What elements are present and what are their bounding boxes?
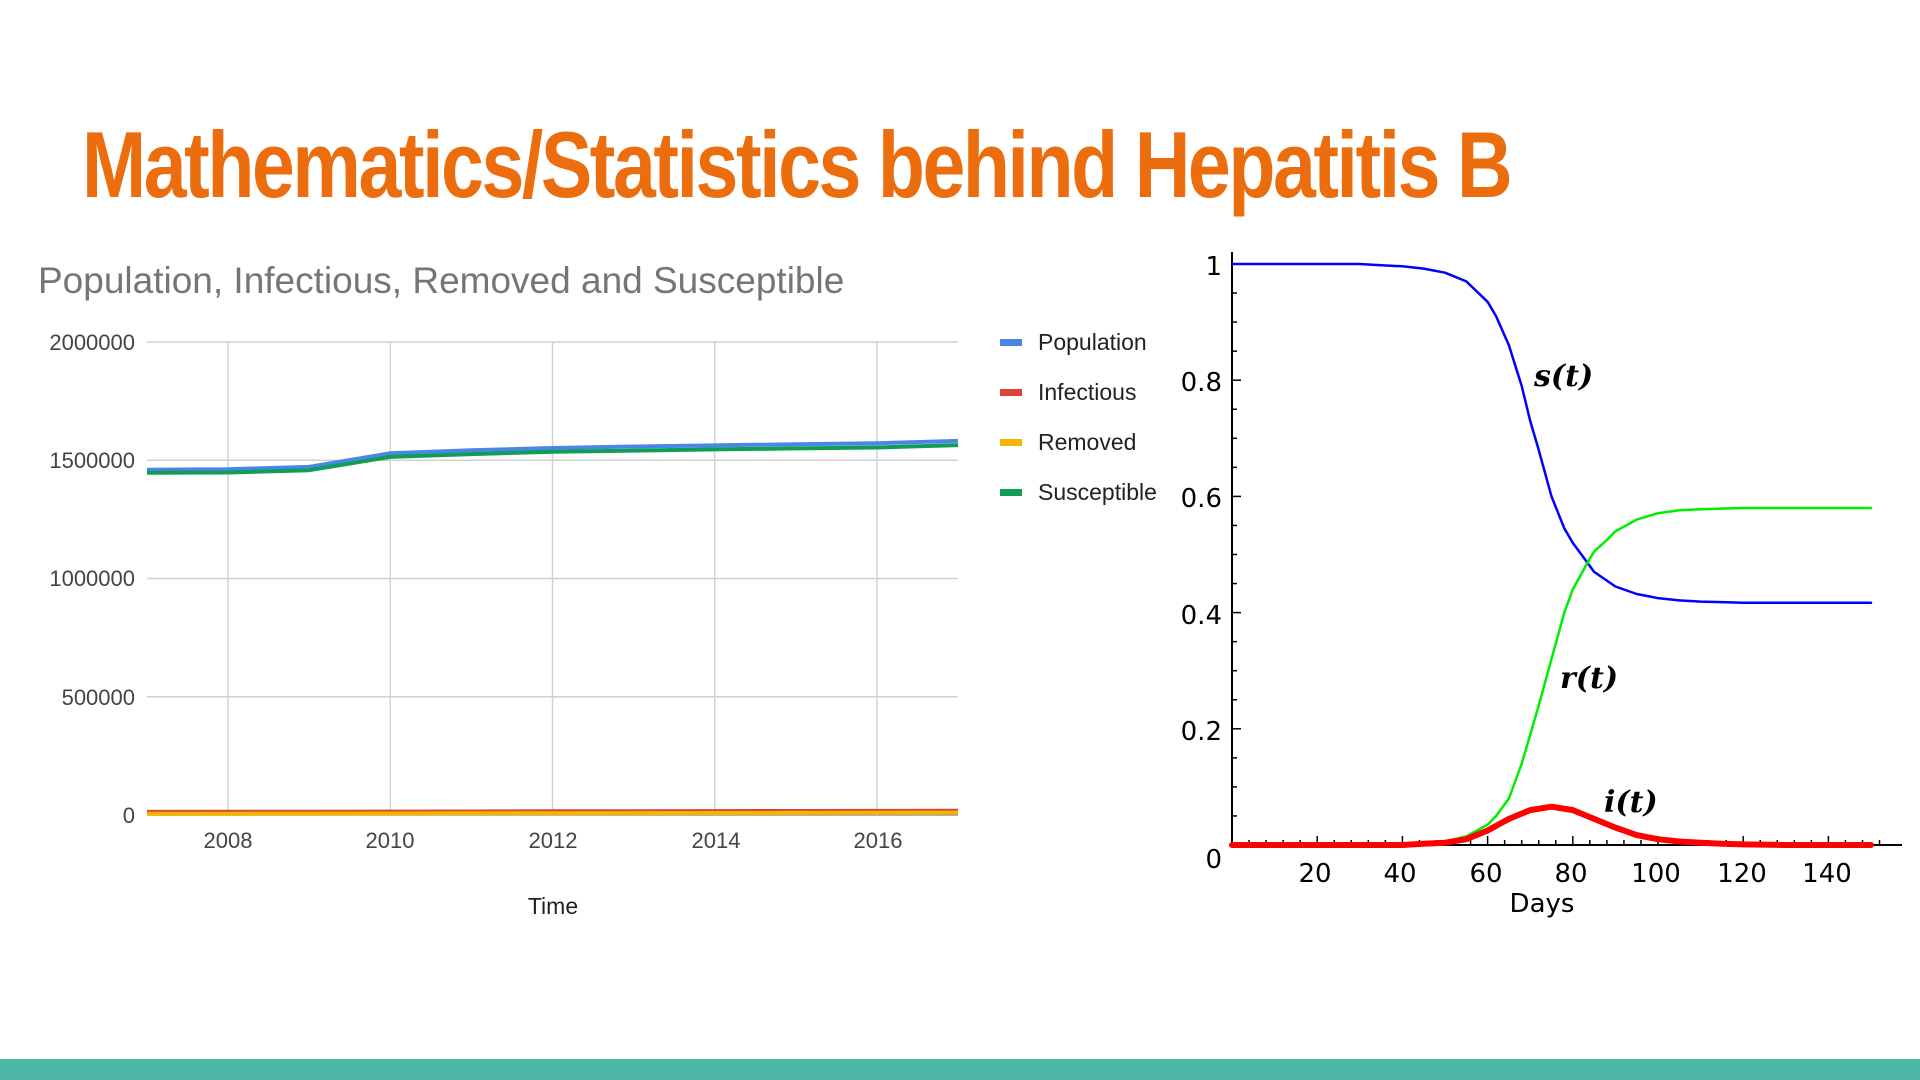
chart2-curve-labels: s(t) r(t) i(t)	[1533, 359, 1658, 820]
chart1-legend: Population Infectious Removed Susceptibl…	[1000, 329, 1157, 505]
slide-title: Mathematics/Statistics behind Hepatitis …	[82, 112, 1513, 217]
series-line-i-t	[1229, 803, 1874, 848]
chart1-xtick-label: 2010	[366, 828, 415, 853]
curve-label-s: s(t)	[1533, 359, 1593, 394]
chart2-series-lines	[1229, 262, 1874, 848]
chart1-ytick-label: 1500000	[49, 448, 135, 473]
series-line-population	[146, 438, 959, 472]
chart1-xtick-label: 2008	[204, 828, 253, 853]
chart2-xtick-label: 120	[1717, 859, 1767, 889]
legend-label-infectious: Infectious	[1038, 379, 1136, 405]
chart1-xtick-label: 2014	[692, 828, 741, 853]
legend-label-susceptible: Susceptible	[1038, 479, 1157, 505]
chart2-xtick-label: 80	[1554, 859, 1587, 889]
chart2-xtick-label: 40	[1383, 859, 1416, 889]
chart1-xtick-label: 2016	[854, 828, 903, 853]
chart2-minor-ticks	[1231, 263, 1881, 846]
chart2-ytick-label: 0	[1205, 845, 1222, 875]
legend-swatch-susceptible	[1000, 489, 1022, 496]
curve-label-i: i(t)	[1604, 785, 1658, 820]
chart2-x-axis-label: Days	[1510, 889, 1575, 919]
series-line-removed	[146, 810, 959, 816]
chart1-x-axis-ticks: 2008 2010 2012 2014 2016	[204, 828, 903, 853]
legend-label-removed: Removed	[1038, 429, 1136, 455]
series-line-s-t	[1230, 262, 1873, 604]
chart1-xtick-label: 2012	[529, 828, 578, 853]
chart2-ytick-label: 0.6	[1181, 484, 1222, 514]
legend-swatch-removed	[1000, 439, 1022, 446]
series-line-susceptible	[146, 443, 959, 475]
chart2-y-axis-ticks: 1 0.8 0.6 0.4 0.2 0	[1181, 252, 1222, 875]
legend-swatch-population	[1000, 339, 1022, 346]
chart1-ytick-label: 500000	[62, 685, 135, 710]
chart2-xtick-label: 20	[1298, 859, 1331, 889]
legend-swatch-infectious	[1000, 389, 1022, 396]
chart1-ytick-label: 1000000	[49, 566, 135, 591]
chart1-ytick-label: 2000000	[49, 330, 135, 355]
chart2-xtick-label: 100	[1631, 859, 1681, 889]
chart2-xtick-label: 60	[1469, 859, 1502, 889]
chart2-axes	[1231, 252, 1902, 846]
chart1-series-lines	[146, 438, 959, 816]
chart1-title: Population, Infectious, Removed and Susc…	[38, 260, 844, 301]
footer-bar	[0, 1059, 1920, 1080]
legend-label-population: Population	[1038, 329, 1147, 355]
chart2-x-axis-ticks: 20 40 60 80 100 120 140	[1298, 859, 1851, 889]
curve-label-r: r(t)	[1560, 661, 1618, 696]
chart2-xtick-label: 140	[1802, 859, 1852, 889]
chart1-y-axis-ticks: 2000000 1500000 1000000 500000 0	[49, 330, 135, 828]
chart1-x-axis-label: Time	[528, 893, 578, 919]
chart2-ytick-label: 1	[1205, 252, 1222, 282]
chart2-ytick-label: 0.2	[1181, 717, 1222, 747]
chart2-ytick-label: 0.4	[1181, 601, 1222, 631]
chart1-ytick-label: 0	[123, 803, 135, 828]
series-line-r-t	[1230, 506, 1873, 847]
chart2-ytick-label: 0.8	[1181, 368, 1222, 398]
